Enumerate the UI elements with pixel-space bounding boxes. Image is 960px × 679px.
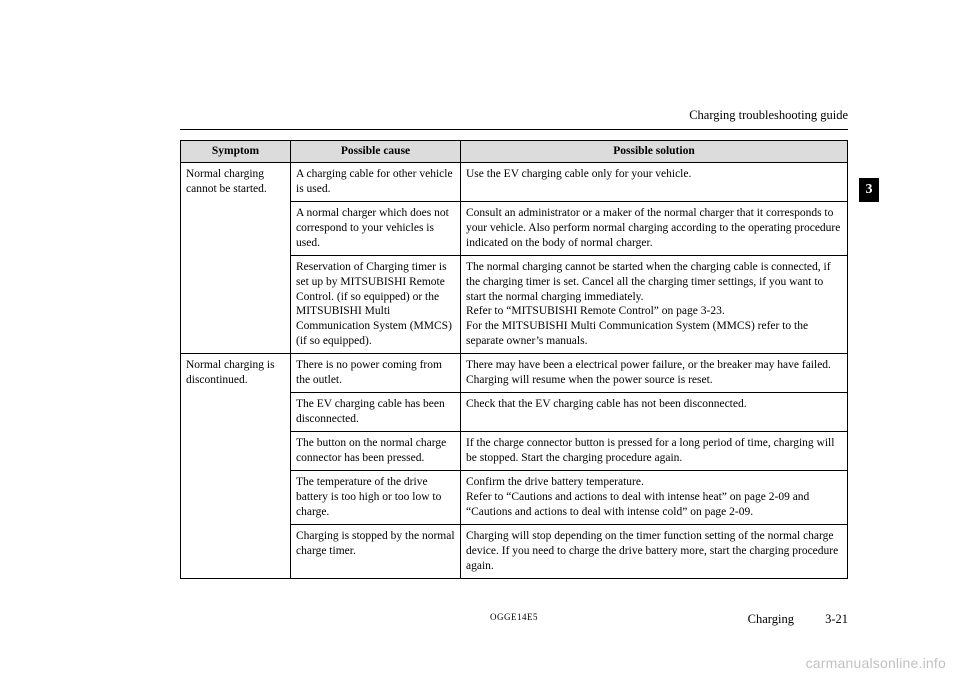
cell-cause: The temperature of the drive battery is … [291,470,461,524]
section-tab: 3 [859,178,879,202]
col-cause: Possible cause [291,141,461,163]
page-topic-title: Charging troubleshooting guide [180,108,848,127]
doc-code: OGGE14E5 [490,612,538,622]
cell-solution: If the charge connector button is presse… [461,432,848,471]
cell-cause: There is no power coming from the outlet… [291,354,461,393]
cell-solution: Consult an administrator or a maker of t… [461,201,848,255]
cell-solution: Confirm the drive battery temperature.Re… [461,470,848,524]
cell-solution: Check that the EV charging cable has not… [461,393,848,432]
footer-right: Charging 3-21 [748,612,848,627]
header-rule [180,129,848,130]
manual-page: Charging troubleshooting guide Symptom P… [180,108,848,579]
page-footer: OGGE14E5 Charging 3-21 [180,612,848,627]
cell-symptom: Normal charging is discontinued. [181,354,291,578]
col-solution: Possible solution [461,141,848,163]
cell-cause: A normal charger which does not correspo… [291,201,461,255]
cell-solution: Charging will stop depending on the time… [461,524,848,578]
cell-solution: Use the EV charging cable only for your … [461,162,848,201]
cell-cause: The button on the normal charge connecto… [291,432,461,471]
watermark: carmanualsonline.info [806,655,946,671]
cell-cause: Reservation of Charging timer is set up … [291,255,461,354]
table-row: Normal charging is discontinued. There i… [181,354,848,393]
page-number: 3-21 [825,612,848,626]
col-symptom: Symptom [181,141,291,163]
cell-solution: There may have been a electrical power f… [461,354,848,393]
table-row: Normal charging cannot be started. A cha… [181,162,848,201]
troubleshooting-table: Symptom Possible cause Possible solution… [180,140,848,579]
cell-solution: The normal charging cannot be started wh… [461,255,848,354]
cell-cause: Charging is stopped by the normal charge… [291,524,461,578]
cell-cause: A charging cable for other vehicle is us… [291,162,461,201]
cell-symptom: Normal charging cannot be started. [181,162,291,353]
table-header-row: Symptom Possible cause Possible solution [181,141,848,163]
chapter-name: Charging [748,612,794,626]
cell-cause: The EV charging cable has been disconnec… [291,393,461,432]
